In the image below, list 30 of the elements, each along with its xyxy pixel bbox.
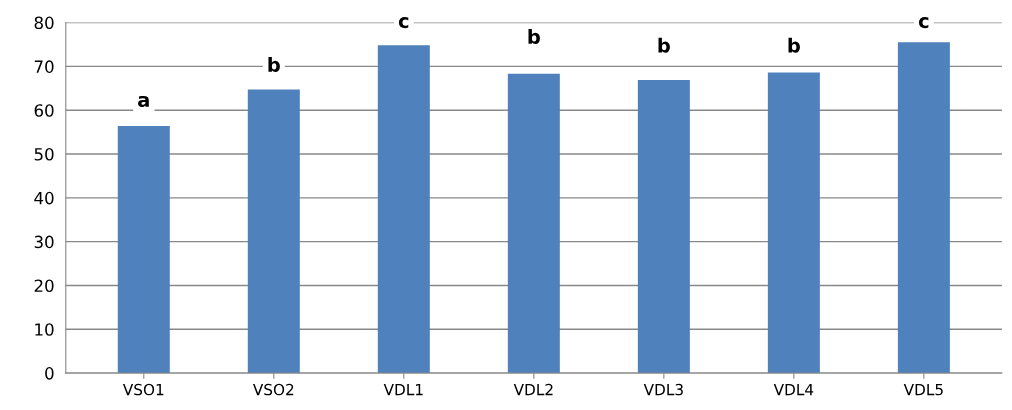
annotation: b	[268, 56, 280, 73]
x-tick-label: VDL3	[643, 383, 683, 396]
y-tick-label: 40	[34, 191, 54, 205]
annotation: b	[658, 37, 670, 53]
y-tick-label: 20	[34, 279, 54, 293]
annotation: b	[788, 37, 800, 53]
x-tick-label: VDL5	[903, 383, 943, 396]
annotation: c	[918, 17, 929, 29]
y-tick-label: 80	[34, 16, 54, 30]
x-tick-label: VDL2	[513, 383, 553, 396]
bar	[247, 89, 300, 374]
bar	[377, 45, 430, 374]
y-tick-label: 70	[34, 60, 54, 73]
annotation: c	[398, 17, 409, 29]
bar	[637, 79, 690, 374]
y-tick-label: 30	[34, 235, 54, 249]
y-tick-label: 0	[45, 367, 54, 380]
x-tick-label: VDL4	[773, 383, 814, 396]
y-tick-label: 60	[34, 104, 54, 117]
annotation: b	[528, 28, 540, 44]
x-tick-label: VSO1	[122, 383, 164, 396]
bar	[507, 73, 560, 374]
annotation: a	[138, 95, 149, 108]
x-tick-label: VSO2	[252, 383, 294, 396]
bar	[117, 125, 170, 374]
bar	[767, 72, 820, 374]
bar	[897, 42, 950, 374]
y-tick-label: 50	[34, 147, 54, 161]
y-tick-label: 10	[35, 323, 54, 336]
x-tick-label: VDL1	[383, 383, 423, 396]
